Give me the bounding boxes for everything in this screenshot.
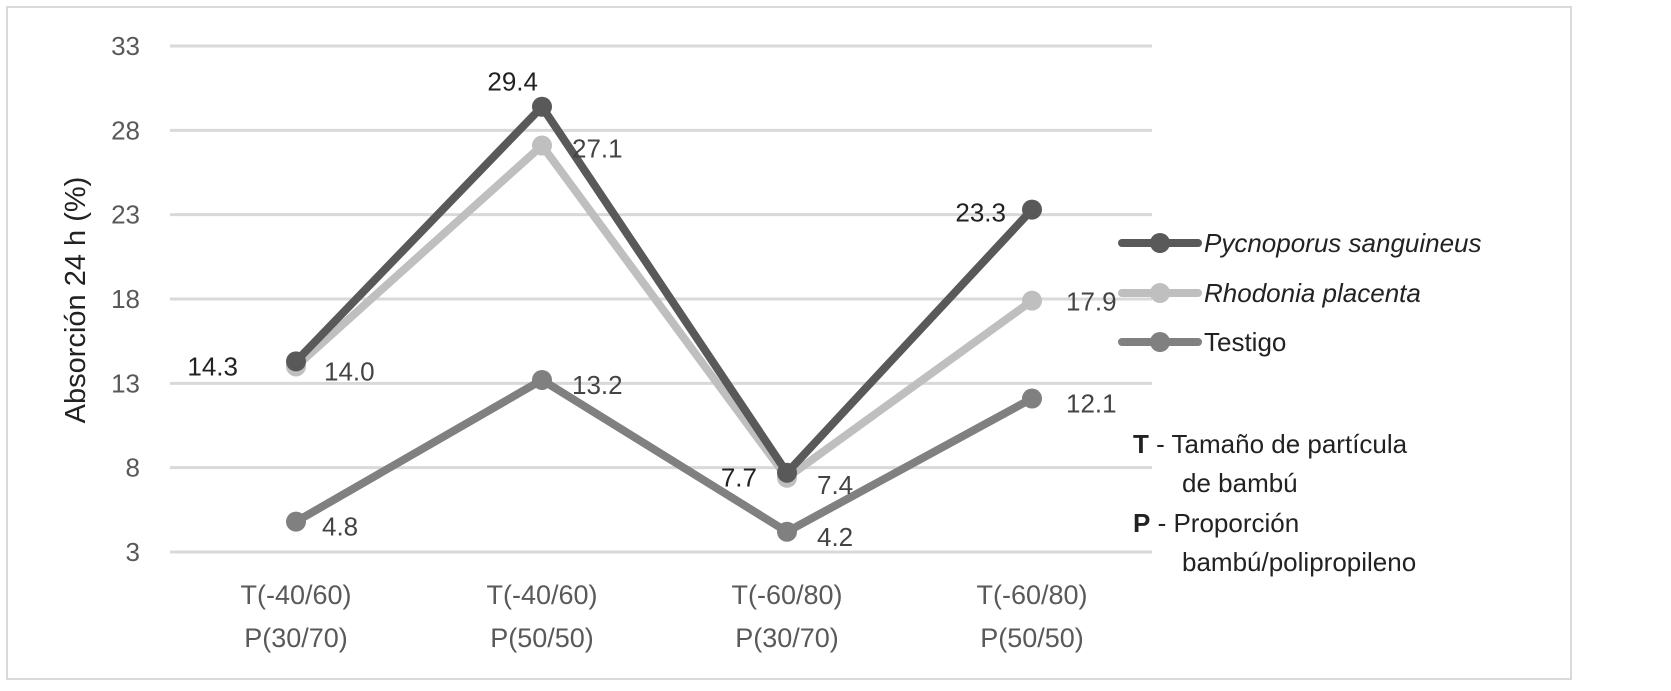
data-point <box>532 96 552 117</box>
data-label: 4.2 <box>817 522 853 552</box>
data-point <box>777 462 797 483</box>
note-line: de bambú <box>1182 468 1298 498</box>
x-tick-label: P(30/70) <box>244 623 348 653</box>
note-line: P - Proporción <box>1133 508 1299 538</box>
legend-swatch-marker <box>1150 283 1170 303</box>
x-tick-label: P(50/50) <box>490 623 594 653</box>
y-tick-label: 18 <box>111 284 140 314</box>
legend-entry: Rhodonia placenta <box>1204 278 1421 308</box>
x-tick-label: T(-60/80) <box>976 580 1087 610</box>
data-point <box>1022 290 1042 311</box>
data-label: 14.0 <box>324 356 375 386</box>
legend-entry: Pycnoporus sanguineus <box>1204 228 1482 258</box>
x-tick-label: T(-60/80) <box>731 580 842 610</box>
data-label: 29.4 <box>487 67 538 97</box>
x-tick-label: P(50/50) <box>980 623 1084 653</box>
series-line <box>292 375 1036 536</box>
data-point <box>532 369 552 390</box>
note-line: bambú/polipropileno <box>1182 547 1416 577</box>
series-line <box>292 141 1036 482</box>
note-line: T - Tamaño de partícula <box>1133 429 1408 459</box>
legend-swatch-marker <box>1150 332 1170 352</box>
data-label: 14.3 <box>187 351 238 381</box>
data-label: 12.1 <box>1066 389 1117 419</box>
data-label: 17.9 <box>1066 287 1117 317</box>
data-point <box>1022 199 1042 220</box>
data-point <box>777 521 797 542</box>
data-label: 13.2 <box>572 370 623 400</box>
x-tick-label: T(-40/60) <box>240 580 351 610</box>
y-tick-label: 8 <box>126 453 140 483</box>
data-point <box>532 135 552 156</box>
data-point <box>286 351 306 372</box>
y-tick-label: 23 <box>111 200 140 230</box>
x-tick-label: T(-40/60) <box>486 580 597 610</box>
legend-swatch-marker <box>1150 233 1170 253</box>
x-tick-label: P(30/70) <box>735 623 839 653</box>
note-text: - Tamaño de partícula <box>1149 429 1408 459</box>
y-tick-label: 28 <box>111 115 140 145</box>
y-axis-label: Absorción 24 h (%) <box>60 177 92 424</box>
chart-frame <box>6 6 1572 680</box>
note-key: P <box>1133 508 1150 538</box>
legend-entry: Testigo <box>1204 327 1286 357</box>
note-text: - Proporción <box>1150 508 1299 538</box>
data-label: 27.1 <box>572 134 623 164</box>
data-point <box>286 511 306 532</box>
y-tick-label: 33 <box>111 31 140 61</box>
data-point <box>1022 388 1042 409</box>
series-line <box>292 102 1036 477</box>
y-tick-label: 13 <box>111 368 140 398</box>
data-label: 7.4 <box>817 470 853 500</box>
data-label: 4.8 <box>322 512 358 542</box>
y-tick-label: 3 <box>126 537 140 567</box>
data-label: 23.3 <box>955 198 1006 228</box>
note-key: T <box>1133 429 1149 459</box>
data-label: 7.7 <box>721 463 757 493</box>
